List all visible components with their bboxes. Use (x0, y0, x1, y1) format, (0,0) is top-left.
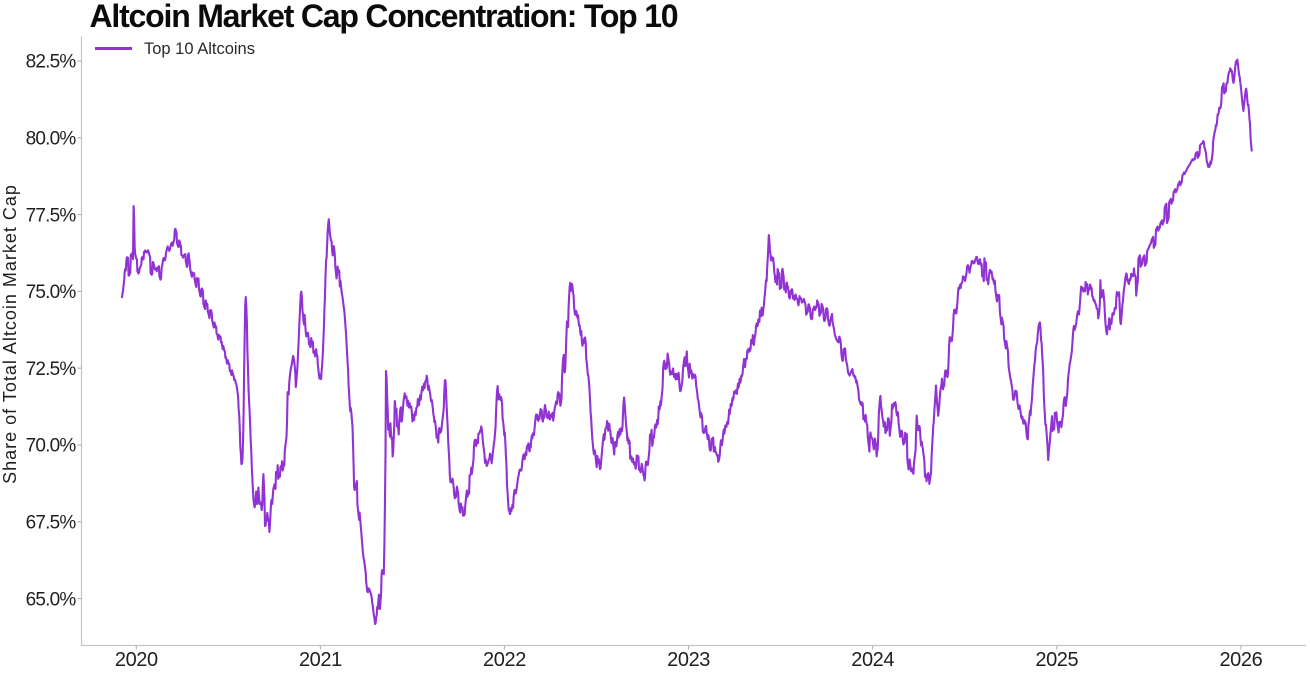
svg-text:2022: 2022 (483, 649, 526, 671)
svg-text:Share of Total Altcoin Market: Share of Total Altcoin Market Cap (0, 184, 20, 484)
svg-text:2021: 2021 (299, 649, 342, 671)
svg-text:Altcoin Market Cap Concentrati: Altcoin Market Cap Concentration: Top 10 (90, 0, 678, 34)
svg-text:2024: 2024 (851, 649, 894, 671)
svg-text:Top 10 Altcoins: Top 10 Altcoins (144, 40, 255, 58)
svg-text:82.5%: 82.5% (26, 52, 77, 73)
svg-text:2020: 2020 (115, 649, 158, 671)
svg-text:67.5%: 67.5% (26, 513, 77, 534)
svg-text:2025: 2025 (1035, 649, 1078, 671)
svg-text:72.5%: 72.5% (26, 359, 77, 380)
svg-text:65.0%: 65.0% (26, 589, 77, 610)
svg-text:2023: 2023 (667, 649, 710, 671)
svg-text:77.5%: 77.5% (26, 205, 77, 226)
svg-text:80.0%: 80.0% (26, 129, 77, 150)
svg-text:2026: 2026 (1219, 649, 1262, 671)
svg-text:70.0%: 70.0% (26, 436, 77, 457)
svg-text:75.0%: 75.0% (26, 282, 77, 303)
